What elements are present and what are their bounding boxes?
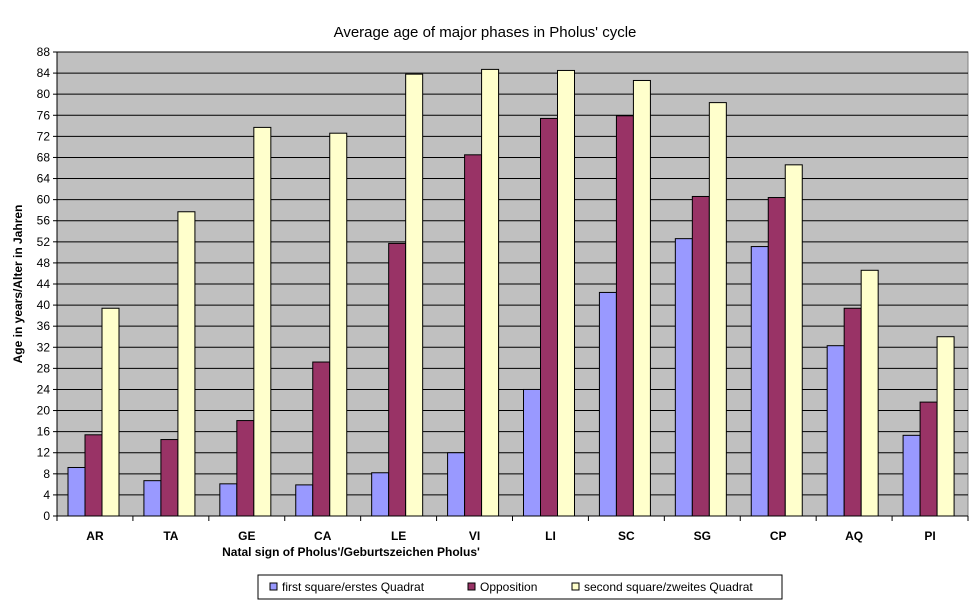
- bar: [236, 420, 255, 517]
- bar: [708, 102, 727, 517]
- x-tick-label: AR: [86, 529, 104, 543]
- bar: [388, 242, 407, 517]
- bar: [784, 164, 803, 517]
- bar: [936, 336, 955, 517]
- x-tick-label: LI: [545, 529, 556, 543]
- legend-swatch: [571, 582, 580, 591]
- plot-area: 0481216202428323640444852566064687276808…: [37, 45, 969, 543]
- bar: [674, 238, 693, 517]
- y-tick-label: 24: [37, 382, 51, 396]
- x-tick-label: TA: [163, 529, 178, 543]
- y-axis-title: Age in years/Alter in Jahren: [11, 205, 25, 364]
- bar: [919, 401, 938, 517]
- legend-label: first square/erstes Quadrat: [282, 580, 425, 594]
- y-tick-label: 40: [37, 298, 51, 312]
- y-tick-label: 84: [37, 66, 51, 80]
- y-tick-label: 88: [37, 45, 51, 59]
- bar: [523, 388, 541, 517]
- bar: [405, 73, 424, 517]
- bar: [767, 197, 786, 517]
- y-tick-label: 56: [37, 214, 51, 228]
- legend-label: Opposition: [480, 580, 537, 594]
- bar: [826, 345, 845, 517]
- x-tick-label: SC: [618, 529, 635, 543]
- y-tick-label: 60: [37, 193, 51, 207]
- y-tick-label: 28: [37, 361, 51, 375]
- y-tick-label: 32: [37, 340, 51, 354]
- legend: first square/erstes Quadrat Opposition sec…: [257, 574, 783, 600]
- y-tick-label: 36: [37, 319, 51, 333]
- bar: [371, 472, 390, 517]
- x-tick-label: CA: [314, 529, 332, 543]
- bar: [143, 480, 162, 517]
- x-tick-label: GE: [238, 529, 255, 543]
- bar: [540, 117, 558, 517]
- bar: [84, 434, 103, 517]
- bar: [691, 195, 710, 517]
- chart-title: Average age of major phases in Pholus' c…: [334, 24, 637, 41]
- bar: [464, 154, 483, 517]
- bar: [632, 79, 651, 517]
- x-tick-label: VI: [469, 529, 480, 543]
- y-tick-label: 72: [37, 129, 51, 143]
- legend-swatch: [269, 582, 278, 591]
- x-tick-label: SG: [694, 529, 711, 543]
- y-tick-label: 20: [37, 404, 51, 418]
- bar: [843, 307, 862, 517]
- bar: [615, 115, 634, 517]
- bar: [219, 483, 238, 517]
- y-tick-label: 68: [37, 150, 51, 164]
- bar: [557, 69, 575, 517]
- x-tick-label: PI: [924, 529, 935, 543]
- bar: [902, 434, 921, 517]
- x-tick-label: AQ: [845, 529, 863, 543]
- bar: [67, 466, 86, 517]
- bar: [447, 452, 466, 517]
- y-tick-label: 52: [37, 235, 51, 249]
- y-tick-label: 64: [37, 172, 51, 186]
- y-tick-label: 44: [37, 277, 51, 291]
- x-tick-label: CP: [770, 529, 787, 543]
- bar: [295, 484, 314, 517]
- bar: [253, 126, 272, 517]
- bar: [312, 361, 331, 517]
- y-tick-label: 48: [37, 256, 51, 270]
- bar: [101, 307, 120, 517]
- bar: [598, 291, 617, 517]
- y-tick-label: 80: [37, 87, 51, 101]
- y-tick-label: 4: [43, 488, 50, 502]
- y-tick-label: 0: [43, 509, 50, 523]
- bar: [860, 269, 879, 517]
- legend-swatch: [467, 582, 476, 591]
- bar: [481, 68, 500, 517]
- bar: [329, 132, 348, 517]
- bar: [177, 211, 196, 517]
- y-tick-label: 76: [37, 108, 51, 122]
- x-axis-title: Natal sign of Pholus'/Geburtszeichen Pho…: [222, 545, 480, 559]
- legend-box: [257, 574, 783, 600]
- bar: [160, 439, 179, 517]
- legend-label: second square/zweites Quadrat: [584, 580, 753, 594]
- bar: [750, 246, 769, 517]
- y-tick-label: 12: [37, 446, 51, 460]
- x-tick-label: LE: [391, 529, 406, 543]
- y-tick-label: 16: [37, 425, 51, 439]
- y-tick-label: 8: [43, 467, 50, 481]
